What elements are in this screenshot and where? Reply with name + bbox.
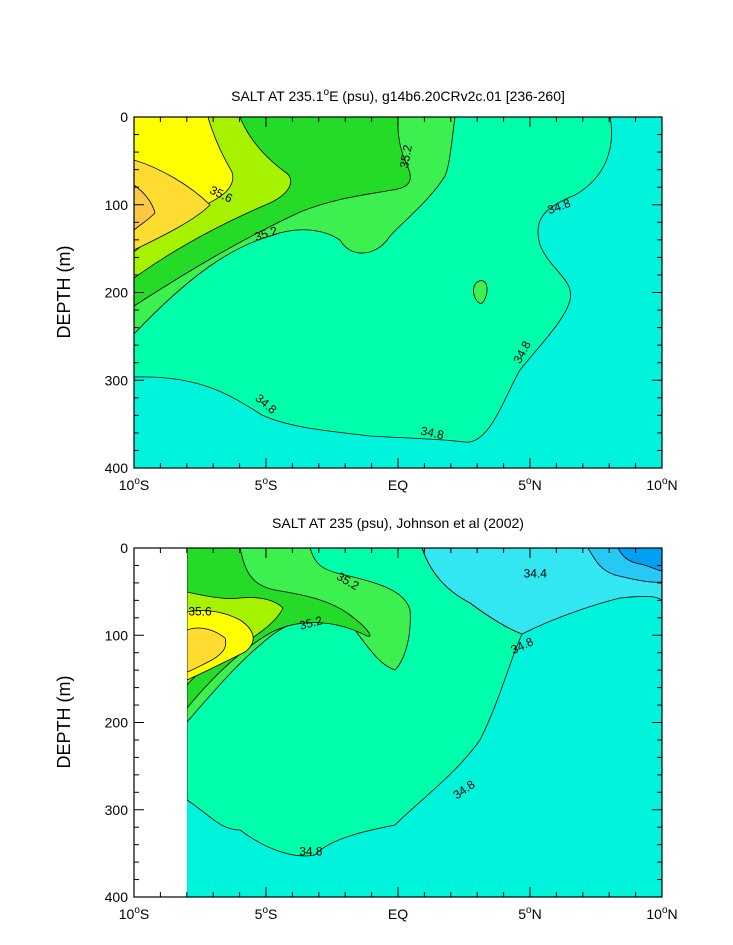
top-fill-36-2	[134, 184, 156, 231]
contour-label: 35.2	[253, 223, 280, 244]
top-panel: SALT AT 235.1oE (psu), g14b6.20CRv2c.01 …	[54, 87, 678, 493]
top-fill-36-0	[134, 159, 211, 251]
contour-label: 34.8	[299, 845, 323, 859]
y-tick-label: 400	[105, 889, 129, 905]
y-tick-label: 0	[120, 540, 128, 556]
x-tick-label: EQ	[388, 477, 408, 493]
top-ylabel: DEPTH (m)	[54, 246, 74, 339]
x-tick-label: 5oN	[518, 476, 541, 493]
bot-ticks	[133, 547, 663, 898]
bottom-contour-fills	[187, 548, 662, 897]
top-fill-blob	[473, 280, 488, 304]
contour-label: 35.2	[298, 613, 324, 633]
bot-fill-36-0	[187, 627, 227, 673]
y-tick-label: 300	[105, 802, 129, 818]
y-tick-label: 300	[105, 372, 129, 388]
x-tick-label: 10oN	[646, 905, 677, 922]
bot-ylabel: DEPTH (m)	[54, 676, 74, 769]
x-tick-label: EQ	[388, 906, 408, 922]
x-tick-label: 10oS	[119, 905, 149, 922]
y-tick-label: 400	[105, 460, 129, 476]
x-tick-label: 5oS	[255, 905, 278, 922]
bot-title: SALT AT 235 (psu), Johnson et al (2002)	[272, 515, 524, 531]
contour-label: 35.2	[397, 143, 415, 169]
y-tick-label: 100	[105, 197, 129, 213]
contour-label: 35.6	[188, 605, 212, 619]
x-tick-label: 10oN	[646, 476, 677, 493]
top-ticks	[133, 116, 663, 469]
contour-label: 34.8	[419, 424, 445, 443]
top-title: SALT AT 235.1oE (psu), g14b6.20CRv2c.01 …	[231, 87, 565, 104]
x-tick-label: 5oN	[518, 905, 541, 922]
y-tick-label: 0	[120, 109, 128, 125]
y-tick-label: 200	[105, 715, 129, 731]
top-contour-fills	[134, 117, 662, 468]
contour-label: 34.4	[524, 566, 548, 580]
bottom-panel: SALT AT 235 (psu), Johnson et al (2002) …	[54, 515, 678, 922]
x-tick-label: 10oS	[119, 476, 149, 493]
x-tick-label: 5oS	[255, 476, 278, 493]
bot-fill-34-0	[617, 548, 662, 572]
y-tick-label: 100	[105, 627, 129, 643]
y-tick-label: 200	[105, 285, 129, 301]
